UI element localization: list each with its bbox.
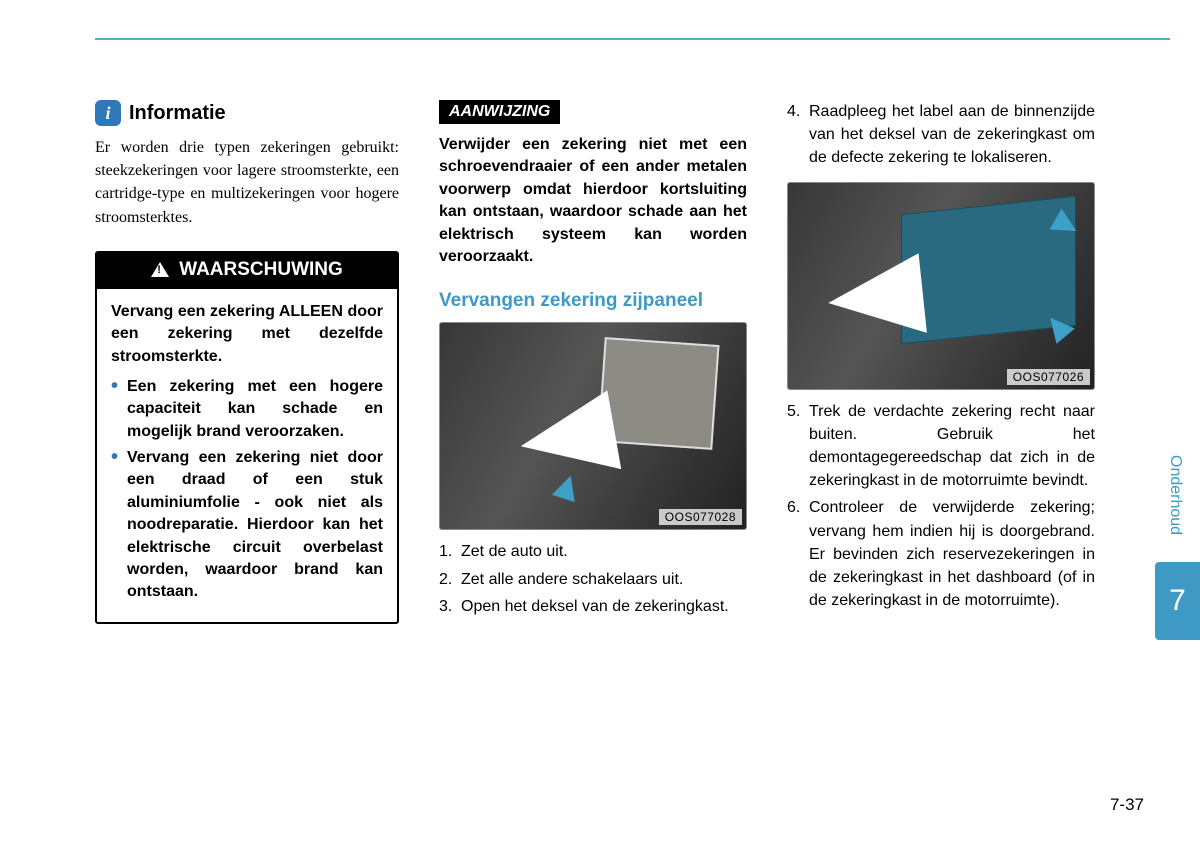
warning-icon: [151, 262, 169, 277]
top-rule: [95, 38, 1170, 40]
info-title: Informatie: [129, 102, 226, 125]
page-number: 7-37: [1110, 795, 1144, 815]
step-item: Trek de verdachte zekering recht naar bu…: [787, 400, 1095, 493]
step-item: Zet de auto uit.: [439, 540, 747, 563]
step-item: Open het deksel van de zekeringkast.: [439, 595, 747, 618]
steps-list-b: Raadpleeg het label aan de binnenzijde v…: [787, 100, 1095, 170]
column-3: Raadpleeg het label aan de binnenzijde v…: [787, 100, 1095, 624]
step-item: Controleer de verwijderde zekering; verv…: [787, 496, 1095, 612]
notice-header: AANWIJZING: [439, 100, 560, 124]
step-item: Raadpleeg het label aan de binnenzijde v…: [787, 100, 1095, 170]
photo-engine-fusebox: OOS077026: [787, 182, 1095, 390]
warning-bullet: Een zekering met een hogere capaciteit k…: [111, 376, 383, 443]
warning-box: WAARSCHUWING Vervang een zekering ALLEEN…: [95, 251, 399, 624]
section-title: Vervangen zekering zijpaneel: [439, 290, 747, 312]
column-1: i Informatie Er worden drie typen zekeri…: [95, 100, 399, 624]
steps-list-a: Zet de auto uit. Zet alle andere schakel…: [439, 540, 747, 618]
info-icon: i: [95, 100, 121, 126]
photo-tag: OOS077026: [1007, 369, 1090, 385]
side-section-label: Onderhoud: [1166, 455, 1184, 535]
info-body: Er worden drie typen zekeringen gebruikt…: [95, 136, 399, 229]
callout-arrow-icon: [824, 253, 927, 342]
warning-title: WAARSCHUWING: [179, 259, 343, 281]
column-2: AANWIJZING Verwijder een zekering niet m…: [439, 100, 747, 624]
warning-body: Vervang een zekering ALLEEN door een zek…: [97, 289, 397, 622]
steps-list-c: Trek de verdachte zekering recht naar bu…: [787, 400, 1095, 613]
photo-interior-fusebox: OOS077028: [439, 322, 747, 530]
notice-body: Verwijder een zekering niet met een schr…: [439, 134, 747, 268]
photo-tag: OOS077028: [659, 509, 742, 525]
info-header: i Informatie: [95, 100, 399, 126]
chapter-tab: 7: [1155, 562, 1200, 640]
warning-bullets: Een zekering met een hogere capaciteit k…: [111, 376, 383, 604]
callout-arrow-icon: [514, 391, 621, 486]
warning-header: WAARSCHUWING: [97, 253, 397, 289]
step-item: Zet alle andere schakelaars uit.: [439, 568, 747, 591]
warning-bullet: Vervang een zekering niet door een draad…: [111, 447, 383, 604]
photo-callout: [597, 337, 719, 450]
warning-intro: Vervang een zekering ALLEEN door een zek…: [111, 301, 383, 368]
page-content: i Informatie Er worden drie typen zekeri…: [95, 100, 1095, 624]
